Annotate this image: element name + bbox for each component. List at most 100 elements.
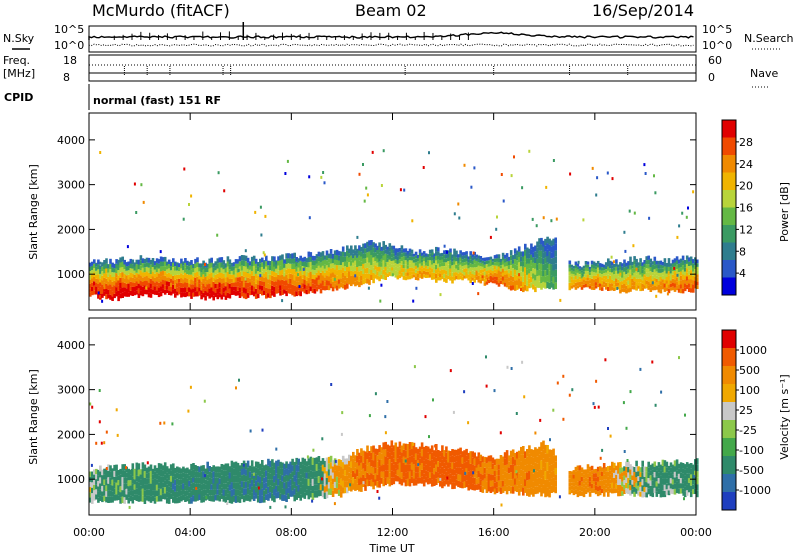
power-cell xyxy=(449,252,452,257)
power-cell xyxy=(133,282,137,287)
velocity-cell xyxy=(661,484,665,491)
power-cell xyxy=(594,272,598,276)
power-cell xyxy=(309,271,313,277)
power-cell xyxy=(305,267,309,272)
power-cell xyxy=(477,275,481,280)
velocity-scatter-cell xyxy=(374,392,377,396)
power-cell xyxy=(479,256,483,260)
power-cell xyxy=(408,267,412,272)
velocity-cell xyxy=(283,476,286,483)
power-cell xyxy=(469,275,472,280)
power-cell xyxy=(396,260,400,264)
power-cell xyxy=(234,272,238,278)
power-cell xyxy=(671,267,675,272)
power-cell xyxy=(542,240,545,247)
power-cell xyxy=(329,253,333,259)
power-cell xyxy=(538,269,541,276)
power-cell xyxy=(487,260,491,264)
power-cell xyxy=(121,282,124,288)
velocity-cell xyxy=(250,486,254,493)
velocity-cell xyxy=(426,471,430,479)
velocity-cell xyxy=(368,462,371,469)
velocity-cell xyxy=(202,471,205,478)
velocity-cell xyxy=(198,466,201,473)
velocity-cell xyxy=(99,489,102,496)
velocity-cell xyxy=(252,477,256,484)
power-cell xyxy=(192,263,195,268)
power-scatter-cell xyxy=(500,173,503,176)
power-cell xyxy=(439,253,442,257)
power-cell xyxy=(250,290,254,295)
velocity-cell xyxy=(186,490,189,496)
power-cell xyxy=(469,255,472,260)
velocity-cell xyxy=(230,496,234,504)
power-cell xyxy=(232,270,236,275)
velocity-scatter-cell xyxy=(378,496,381,500)
velocity-cell xyxy=(439,474,442,481)
power-cell xyxy=(222,273,226,279)
power-cell xyxy=(621,281,624,285)
velocity-cell xyxy=(661,478,665,485)
power-cell xyxy=(265,271,268,278)
power-cell xyxy=(669,283,673,288)
power-cell xyxy=(259,263,262,268)
power-cell xyxy=(602,275,606,279)
power-cell xyxy=(528,258,531,264)
power-cell xyxy=(238,266,242,272)
velocity-cell xyxy=(303,485,307,493)
power-cell xyxy=(437,255,440,260)
velocity-cell xyxy=(491,463,495,469)
power-cell xyxy=(398,266,402,271)
velocity-cell xyxy=(522,479,525,488)
velocity-scatter-cell xyxy=(261,428,264,432)
power-cell xyxy=(653,286,657,291)
power-cell xyxy=(275,277,278,282)
power-cell xyxy=(465,264,468,269)
velocity-cell xyxy=(643,486,646,492)
power-cell xyxy=(477,255,481,259)
velocity-cell xyxy=(196,466,199,472)
power-cell xyxy=(689,265,693,271)
power-cell xyxy=(133,287,137,292)
power-cell xyxy=(238,277,242,283)
power-cell xyxy=(252,265,256,271)
power-cell xyxy=(242,266,246,272)
power-cell xyxy=(550,264,553,270)
power-cell xyxy=(269,288,272,294)
velocity-cell xyxy=(91,493,94,499)
power-cell xyxy=(536,241,539,248)
power-scatter-cell xyxy=(298,285,301,288)
power-cell xyxy=(611,286,614,291)
velocity-cell xyxy=(107,490,110,497)
power-cell xyxy=(188,279,191,284)
velocity-cell xyxy=(586,464,590,469)
velocity-cell xyxy=(447,474,450,481)
velocity-cell xyxy=(99,483,102,490)
power-cell xyxy=(526,263,529,270)
velocity-cell xyxy=(121,470,124,478)
power-cell xyxy=(467,265,470,269)
velocity-cell xyxy=(202,477,205,484)
velocity-cell xyxy=(305,466,309,473)
velocity-cell xyxy=(481,480,485,487)
power-cell xyxy=(125,270,128,276)
power-cell xyxy=(639,274,642,279)
velocity-cell xyxy=(356,455,359,463)
power-cell xyxy=(348,257,351,263)
velocity-cell xyxy=(242,488,246,496)
power-scatter-cell xyxy=(333,277,336,281)
power-scatter-cell xyxy=(443,244,446,248)
power-cell xyxy=(489,279,493,283)
power-cell xyxy=(303,261,307,266)
velocity-cell xyxy=(530,479,533,488)
power-cell xyxy=(477,258,481,263)
velocity-cell xyxy=(265,488,268,495)
velocity-cell xyxy=(455,461,458,468)
power-cell xyxy=(694,261,697,266)
velocity-cell xyxy=(346,475,349,482)
velocity-cell xyxy=(623,484,626,490)
velocity-cell xyxy=(679,467,683,473)
power-cell xyxy=(669,277,673,281)
velocity-cell xyxy=(137,476,141,483)
velocity-scatter-cell xyxy=(464,471,467,475)
